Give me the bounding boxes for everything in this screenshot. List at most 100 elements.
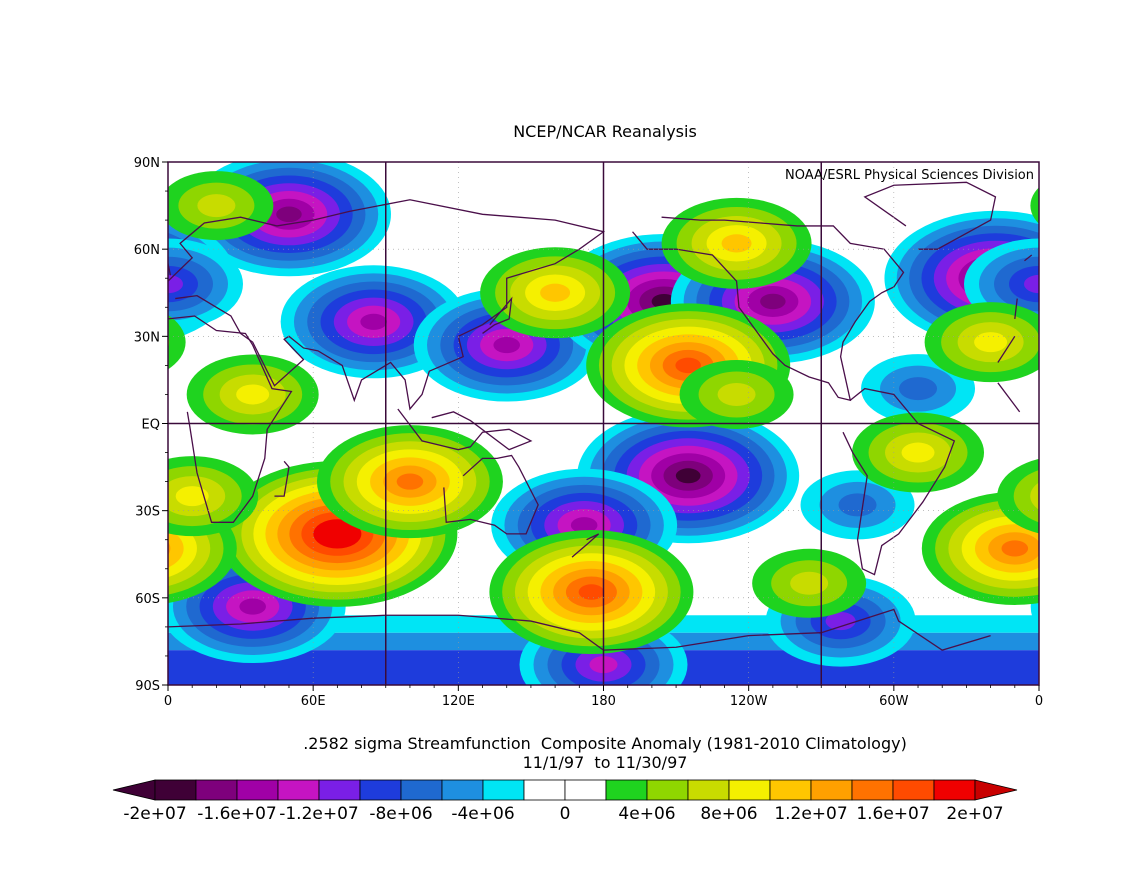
- colorbar-cell: [933, 779, 976, 801]
- colorbar-label: 4e+06: [618, 804, 675, 824]
- colorbar-cell: [318, 779, 361, 801]
- colorbar-over-arrow: [974, 779, 1018, 801]
- coastline: [482, 296, 513, 334]
- anomaly-contour: [570, 517, 598, 534]
- anomaly-contour: [493, 336, 521, 354]
- anomaly-center: [168, 171, 1039, 241]
- colorbar-cell: [646, 779, 689, 801]
- anomaly-contour: [168, 274, 183, 294]
- colorbar-cell: [482, 779, 525, 801]
- lat-tick-label: 60S: [135, 592, 160, 607]
- colorbar-label: 8e+06: [700, 804, 757, 824]
- anomaly-center: [679, 359, 794, 429]
- anomaly-contour: [168, 529, 184, 568]
- anomaly-contour: [717, 382, 756, 406]
- colorbar-cell: [154, 779, 197, 801]
- colorbar-cell: [195, 779, 238, 801]
- lat-tick-label: EQ: [142, 418, 160, 433]
- anomaly-center: [489, 530, 694, 655]
- anomaly-center: [186, 354, 319, 435]
- anomaly-contour: [721, 234, 752, 253]
- lat-tick-label: 30N: [134, 330, 160, 345]
- anomaly-contour: [1030, 187, 1039, 224]
- lon-tick-label: 180: [591, 694, 616, 709]
- colorbar-cell: [892, 779, 935, 801]
- anomaly-contour: [1030, 482, 1039, 510]
- anomaly-contour: [899, 377, 938, 401]
- coastlines: [168, 181, 1039, 651]
- grid-lines: [168, 162, 1039, 685]
- colorbar-cell: [523, 779, 566, 801]
- colorbar-labels: -2e+07 -1.6e+07 -1.2e+07 -8e+06 -4e+06 0 4e+06…: [123, 804, 1003, 824]
- coastline: [168, 315, 1021, 523]
- anomaly-contour: [974, 332, 1008, 353]
- coastline: [397, 408, 533, 451]
- anomaly-contour: [197, 194, 236, 218]
- caption-variable: .2582 sigma Streamfunction Composite Ano…: [303, 734, 907, 753]
- lat-tick-label: 90N: [134, 156, 160, 171]
- anomaly-contour: [276, 206, 302, 223]
- anomaly-contour: [1001, 540, 1029, 557]
- lon-tick-label: 120E: [442, 694, 475, 709]
- axis-ticks: [162, 161, 1040, 691]
- anomaly-contour: [675, 357, 701, 374]
- coastline: [168, 608, 991, 651]
- lon-tick-label: 0: [164, 694, 172, 709]
- colorbar-cell: [810, 779, 853, 801]
- colorbar-label: 1.6e+07: [856, 804, 929, 824]
- colorbar-label: 2e+07: [946, 804, 1003, 824]
- colorbar-cell: [400, 779, 443, 801]
- anomaly-center: [800, 470, 915, 540]
- anomaly-center: [752, 548, 867, 618]
- axis-tick-labels: 90N 60N 30N EQ 30S 60S 90S 0 60E 120E 180 120W 60W 0: [134, 156, 1043, 709]
- anomaly-contour: [168, 314, 186, 370]
- anomaly-center: [168, 456, 1039, 537]
- lat-tick-label: 60N: [134, 243, 160, 258]
- anomaly-contour: [901, 442, 935, 463]
- colorbar-label: 0: [560, 804, 571, 824]
- lat-tick-label: 30S: [135, 505, 160, 520]
- lat-tick-label: 90S: [135, 679, 160, 694]
- colorbar-cell: [277, 779, 320, 801]
- anomaly-contour: [760, 293, 786, 310]
- anomaly-contour: [1024, 274, 1039, 294]
- anomaly-contour: [360, 313, 387, 330]
- colorbar-cell: [687, 779, 730, 801]
- colorbar-cell: [728, 779, 771, 801]
- anomaly-center: [168, 302, 1039, 383]
- map-title: NCEP/NCAR Reanalysis: [513, 122, 697, 141]
- colorbar-cell: [564, 779, 607, 801]
- lon-tick-label: 120W: [730, 694, 768, 709]
- coastline: [842, 387, 956, 576]
- anomaly-center: [316, 425, 503, 539]
- anomaly-center: [480, 247, 631, 339]
- colorbar-cell: [441, 779, 484, 801]
- coastline: [632, 216, 905, 402]
- coastline: [571, 533, 600, 558]
- colorbar-under-arrow: [112, 779, 156, 801]
- lon-tick-label: 60W: [879, 694, 909, 709]
- colorbar-cell: [359, 779, 402, 801]
- coastline: [443, 454, 539, 535]
- colorbar-cell: [769, 779, 812, 801]
- anomaly-contour: [236, 384, 270, 405]
- colorbar-cell: [605, 779, 648, 801]
- anomaly-contour: [175, 486, 209, 507]
- anomaly-contour: [396, 473, 424, 490]
- anomaly-center: [852, 412, 985, 493]
- coastline: [274, 460, 290, 497]
- anomaly-contour: [1013, 469, 1039, 523]
- colorbar-cell: [851, 779, 894, 801]
- anomaly-contour: [578, 584, 605, 600]
- anomaly-contour: [790, 571, 829, 595]
- lon-tick-label: 0: [1035, 694, 1043, 709]
- colorbar-label: -8e+06: [369, 804, 432, 824]
- anomaly-contour: [675, 468, 701, 484]
- colorbar-label: -4e+06: [451, 804, 514, 824]
- caption-period: 11/1/97 to 11/30/97: [522, 753, 688, 772]
- colorbar-cells: [112, 779, 1018, 801]
- colorbar-label: -1.2e+07: [279, 804, 359, 824]
- anomaly-contour: [239, 598, 266, 615]
